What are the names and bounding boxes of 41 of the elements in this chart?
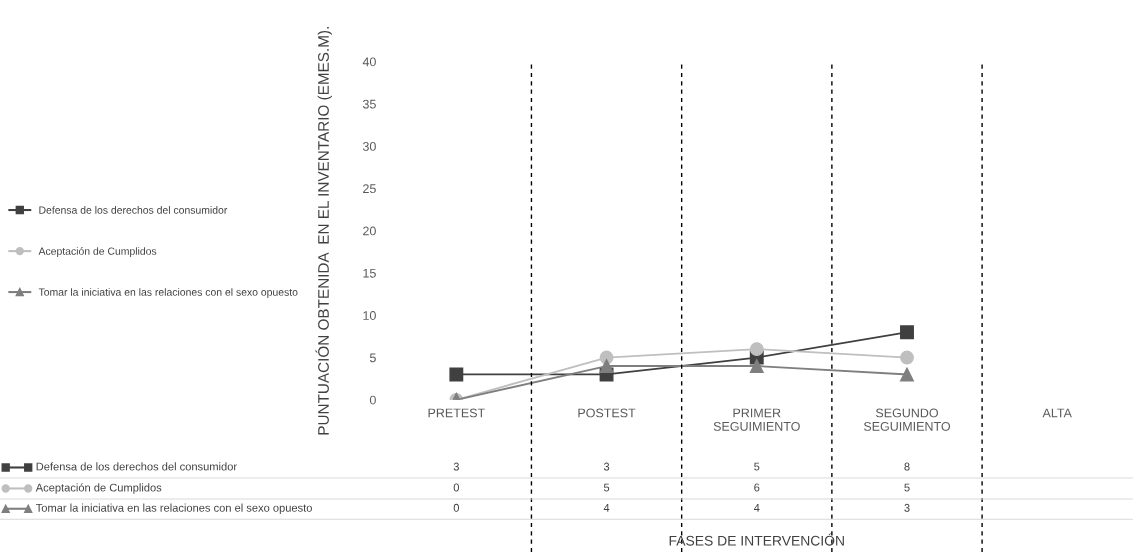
y-tick-label: 5 <box>369 353 376 363</box>
x-tick-label: PRIMER SEGUIMIENTO <box>713 408 800 431</box>
data-label: 0 <box>453 483 459 492</box>
text: FASES DE INTERVENCIÓN <box>669 533 844 546</box>
y-tick-label: 25 <box>363 184 376 194</box>
data-label: 3 <box>603 462 610 471</box>
text: Tomar la iniciativa en las relaciones con el sexo opuesto <box>35 503 312 514</box>
y-tick-label: 0 <box>369 395 376 405</box>
point <box>900 367 914 382</box>
y-tick-label: 15 <box>363 268 376 278</box>
data-label: 5 <box>904 483 910 492</box>
point <box>599 359 614 373</box>
y-tick-label: 40 <box>362 57 376 67</box>
data-label: 8 <box>904 462 910 471</box>
text: Defensa de los derechos del consumidor <box>39 206 228 214</box>
y-axis-title: PUNTUACIÓN OBTENIDA EN EL INVENTARIO (EMES.M). <box>315 27 332 435</box>
data-label: 3 <box>904 503 910 512</box>
point <box>749 342 764 357</box>
x-tick-label: PRETEST <box>428 408 485 418</box>
data-label: 4 <box>603 503 610 512</box>
data-label: 5 <box>754 462 760 471</box>
x-tick-label: SEGUNDO SEGUIMIENTO <box>863 408 951 431</box>
point <box>749 359 764 373</box>
data-label: 0 <box>453 503 459 512</box>
y-tick-label: 20 <box>363 226 376 236</box>
text: Aceptación de Cumplidos <box>38 247 157 257</box>
point <box>900 350 914 365</box>
x-tick-label: ALTA <box>1042 408 1072 418</box>
data-label: 6 <box>754 483 760 492</box>
point <box>900 325 914 340</box>
y-tick-label: 35 <box>362 99 376 109</box>
y-tick-label: 30 <box>362 141 376 151</box>
legend-label: Aceptación de Cumplidos <box>35 483 162 494</box>
legend-label: Defensa de los derechos del consumidor <box>36 462 237 471</box>
y-tick-label: 10 <box>363 311 376 320</box>
x-tick-label: POSTEST <box>578 408 636 418</box>
point <box>449 367 464 382</box>
data-label: 5 <box>603 483 610 492</box>
data-label: 4 <box>753 503 760 512</box>
data-label: 3 <box>453 462 459 471</box>
legend-label: Tomar la iniciativa en las relaciones con el sexo opuesto <box>38 288 298 298</box>
